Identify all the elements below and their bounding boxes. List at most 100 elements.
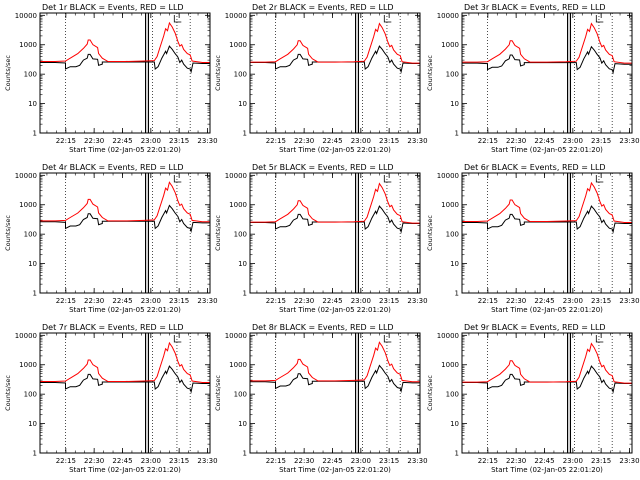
chart-panel: Det 6r BLACK = Events, RED = LLD Counts/s… bbox=[426, 163, 640, 314]
panel-title: Det 4r BLACK = Events, RED = LLD bbox=[42, 163, 184, 172]
x-tick-label: 23:15 bbox=[379, 137, 399, 145]
y-tick-label: 10 bbox=[28, 420, 37, 428]
x-axis-label: Start Time (02-Jan-05 22:01:20) bbox=[279, 306, 391, 314]
lld-series-line bbox=[250, 22, 420, 64]
x-tick-label: 23:15 bbox=[169, 457, 189, 465]
x-tick-label: 23:30 bbox=[619, 137, 639, 145]
y-tick-label: 10000 bbox=[437, 12, 459, 20]
y-tick-label: 1 bbox=[33, 450, 37, 458]
y-tick-label: 10 bbox=[238, 260, 247, 268]
legend-marker bbox=[383, 15, 392, 23]
y-tick-label: 1000 bbox=[19, 361, 37, 369]
x-tick-label: 22:30 bbox=[506, 297, 526, 305]
x-tick-label: 23:00 bbox=[351, 457, 371, 465]
legend-marker bbox=[595, 15, 604, 23]
x-tick-label: 22:30 bbox=[84, 137, 104, 145]
panel-title: Det 5r BLACK = Events, RED = LLD bbox=[252, 163, 394, 172]
x-tick-label: 23:15 bbox=[169, 297, 189, 305]
y-axis-label: Counts/sec bbox=[4, 55, 12, 91]
panel-title: Det 7r BLACK = Events, RED = LLD bbox=[42, 323, 184, 332]
y-tick-label: 100 bbox=[24, 71, 37, 79]
x-tick-label: 23:15 bbox=[591, 457, 611, 465]
y-tick-label: 10 bbox=[450, 100, 459, 108]
y-axis-label: Counts/sec bbox=[4, 215, 12, 251]
lld-series-line bbox=[40, 21, 210, 63]
events-series-line bbox=[250, 364, 420, 394]
x-tick-label: 23:30 bbox=[619, 457, 639, 465]
x-tick-label: 23:00 bbox=[563, 457, 583, 465]
x-axis-label: Start Time (02-Jan-05 22:01:20) bbox=[491, 306, 603, 314]
y-axis-label: Counts/sec bbox=[426, 55, 434, 91]
panel-title: Det 2r BLACK = Events, RED = LLD bbox=[252, 3, 394, 12]
lld-series-line bbox=[462, 181, 632, 223]
y-tick-label: 100 bbox=[446, 391, 459, 399]
chart-panel: Det 2r BLACK = Events, RED = LLD Counts/s… bbox=[214, 3, 428, 154]
legend-marker bbox=[595, 175, 604, 183]
legend-marker bbox=[173, 335, 182, 343]
x-tick-label: 22:30 bbox=[84, 297, 104, 305]
y-axis-label: Counts/sec bbox=[214, 55, 222, 91]
x-axis-label: Start Time (02-Jan-05 22:01:20) bbox=[279, 146, 391, 154]
x-tick-label: 22:15 bbox=[266, 137, 286, 145]
x-tick-label: 22:30 bbox=[294, 297, 314, 305]
y-tick-label: 1 bbox=[33, 290, 37, 298]
events-series-line bbox=[462, 365, 632, 394]
plot-frame bbox=[461, 172, 633, 294]
panel-title: Det 6r BLACK = Events, RED = LLD bbox=[464, 163, 606, 172]
events-series-line bbox=[250, 205, 420, 234]
plot-frame bbox=[249, 332, 421, 454]
y-tick-label: 10 bbox=[238, 420, 247, 428]
events-series-line bbox=[462, 45, 632, 75]
y-tick-label: 1000 bbox=[441, 361, 459, 369]
x-axis-label: Start Time (02-Jan-05 22:01:20) bbox=[491, 466, 603, 474]
x-tick-label: 22:30 bbox=[294, 137, 314, 145]
x-tick-label: 22:30 bbox=[84, 457, 104, 465]
chart-panel: Det 5r BLACK = Events, RED = LLD Counts/s… bbox=[214, 163, 428, 314]
x-tick-label: 22:15 bbox=[266, 457, 286, 465]
plot-frame bbox=[39, 332, 211, 454]
y-tick-label: 1 bbox=[243, 290, 247, 298]
legend-marker bbox=[173, 175, 182, 183]
x-tick-label: 23:30 bbox=[407, 137, 427, 145]
x-tick-label: 23:00 bbox=[563, 297, 583, 305]
y-tick-label: 1000 bbox=[441, 201, 459, 209]
x-tick-label: 23:15 bbox=[169, 137, 189, 145]
x-tick-label: 22:15 bbox=[56, 137, 76, 145]
y-tick-label: 1 bbox=[455, 130, 459, 138]
y-tick-label: 1 bbox=[33, 130, 37, 138]
x-tick-label: 23:30 bbox=[619, 297, 639, 305]
chart-panel: Det 1r BLACK = Events, RED = LLD Counts/s… bbox=[4, 3, 218, 154]
x-tick-label: 22:45 bbox=[112, 457, 132, 465]
y-tick-label: 100 bbox=[446, 71, 459, 79]
plot-frame bbox=[249, 12, 421, 134]
panel-title: Det 9r BLACK = Events, RED = LLD bbox=[464, 323, 606, 332]
y-tick-label: 1 bbox=[243, 130, 247, 138]
y-tick-label: 100 bbox=[446, 231, 459, 239]
x-axis-label: Start Time (02-Jan-05 22:01:20) bbox=[69, 146, 181, 154]
x-tick-label: 22:15 bbox=[56, 297, 76, 305]
y-tick-label: 10 bbox=[450, 420, 459, 428]
x-tick-label: 22:45 bbox=[322, 297, 342, 305]
chart-panel: Det 8r BLACK = Events, RED = LLD Counts/s… bbox=[214, 323, 428, 474]
panel-title: Det 8r BLACK = Events, RED = LLD bbox=[252, 323, 394, 332]
y-tick-label: 1000 bbox=[229, 361, 247, 369]
y-tick-label: 10000 bbox=[225, 172, 247, 180]
legend-marker bbox=[595, 335, 604, 343]
x-tick-label: 22:45 bbox=[112, 297, 132, 305]
legend-marker bbox=[383, 335, 392, 343]
y-axis-label: Counts/sec bbox=[426, 215, 434, 251]
lld-series-line bbox=[250, 341, 420, 383]
x-tick-label: 23:15 bbox=[591, 297, 611, 305]
x-tick-label: 22:45 bbox=[534, 297, 554, 305]
x-tick-label: 23:30 bbox=[197, 137, 217, 145]
x-tick-label: 23:30 bbox=[407, 457, 427, 465]
x-tick-label: 23:00 bbox=[563, 137, 583, 145]
plot-frame bbox=[39, 12, 211, 134]
y-tick-label: 1 bbox=[455, 290, 459, 298]
x-axis-label: Start Time (02-Jan-05 22:01:20) bbox=[279, 466, 391, 474]
x-tick-label: 22:15 bbox=[266, 297, 286, 305]
events-series-line bbox=[40, 204, 210, 234]
y-tick-label: 10000 bbox=[15, 172, 37, 180]
y-tick-label: 100 bbox=[234, 71, 247, 79]
